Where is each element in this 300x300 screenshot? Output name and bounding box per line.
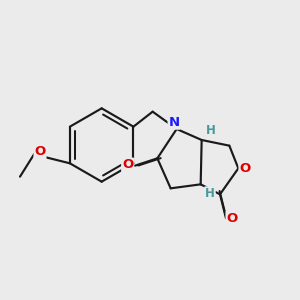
Text: H: H [205,187,215,200]
Text: H: H [206,124,216,137]
Text: O: O [122,158,133,172]
Text: N: N [168,116,180,129]
Text: O: O [239,162,250,175]
Text: O: O [226,212,238,225]
Text: O: O [34,145,46,158]
